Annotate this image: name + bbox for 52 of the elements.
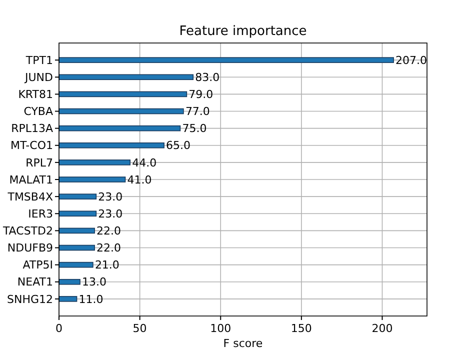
y-tick-label: IER3 [28,207,53,220]
x-axis-title: F score [223,337,263,350]
data-label: 23.0 [98,190,123,204]
bar [58,108,184,114]
data-label: 207.0 [396,54,428,67]
bar [58,210,97,217]
data-label: 65.0 [166,139,191,152]
y-tick-label: TPT1 [24,54,53,67]
x-tick-label: 100 [210,322,232,335]
y-tick-label: NEAT1 [17,276,53,289]
y-tick-label: MT-CO1 [10,139,53,152]
bar [58,142,164,148]
bar [58,244,95,251]
y-tick-label: TACSTD2 [2,224,53,238]
data-label: 22.0 [96,224,122,238]
data-label: 75.0 [182,122,207,136]
bar [58,262,94,268]
x-tick-label: 150 [290,322,312,335]
bar [58,176,126,182]
y-tick-label: TMSB4X [6,190,54,204]
bar [58,74,194,80]
chart-title: Feature importance [179,24,307,39]
data-label: 13.0 [82,276,107,289]
data-label: 79.0 [188,88,214,102]
data-label: 83.0 [195,70,220,84]
data-label: 21.0 [94,258,120,272]
y-tick-label: RPL13A [11,122,54,136]
y-tick-label: NDUFB9 [7,242,53,255]
x-tick-label: 200 [372,322,393,335]
bar [58,278,80,285]
data-label: 44.0 [132,156,157,170]
bar [58,228,95,234]
y-tick-label: CYBA [24,105,54,118]
bar [58,296,78,302]
y-tick-label: SNHG12 [6,292,53,306]
data-label: 22.0 [96,242,122,255]
data-label: 41.0 [127,173,152,186]
bar [58,125,181,132]
y-tick-label: ATP5I [22,258,53,272]
y-tick-label: KRT81 [18,88,53,102]
bar [58,57,394,63]
y-tick-label: MALAT1 [9,173,53,186]
bar [58,194,97,200]
bar [58,91,188,98]
y-tick-label: RPL7 [26,156,53,170]
x-tick-label: 0 [56,322,62,335]
y-tick-label: JUND [24,70,53,84]
data-label: 11.0 [78,292,104,306]
data-label: 77.0 [185,105,210,118]
x-tick-label: 50 [132,322,147,335]
bar [58,160,131,166]
data-label: 23.0 [98,207,123,220]
